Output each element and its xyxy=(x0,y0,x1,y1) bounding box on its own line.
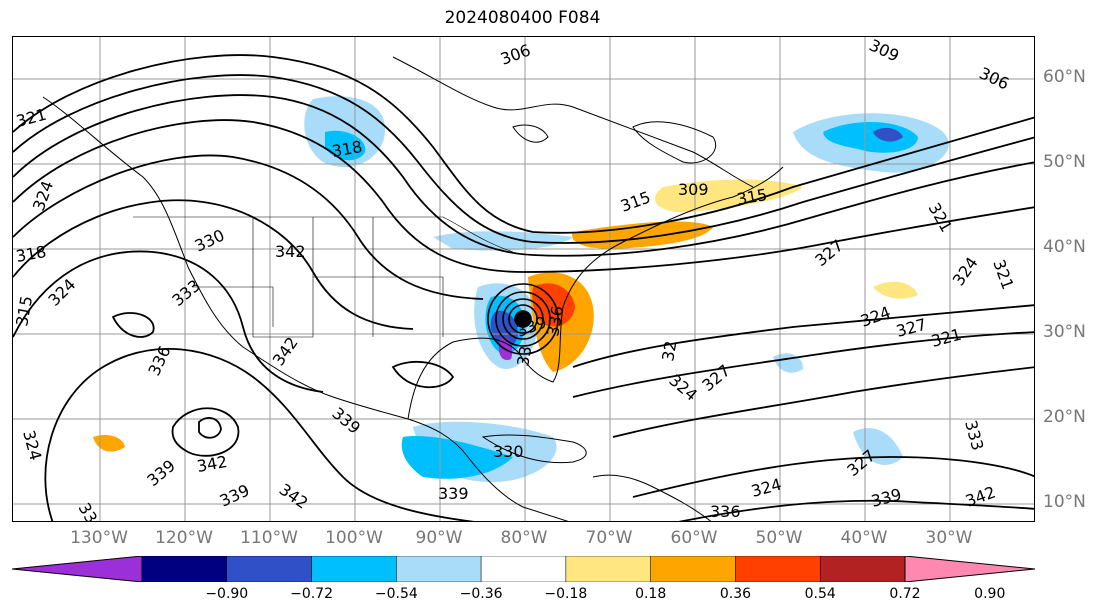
contour-label: 321 xyxy=(925,200,957,236)
contour-label: 309 xyxy=(678,180,709,199)
colorbar xyxy=(12,556,1035,582)
colorbar-tick-label: 0.72 xyxy=(889,586,921,602)
colorbar-cell xyxy=(819,556,906,582)
contour-label: 306 xyxy=(976,63,1012,93)
colorbar-cell xyxy=(480,556,567,582)
lat-label: 20°N xyxy=(1043,407,1086,427)
contour-label: 342 xyxy=(276,480,312,513)
contour-label: 306 xyxy=(498,40,533,68)
colorbar-cell xyxy=(141,556,228,582)
colorbar-cell xyxy=(396,556,482,582)
colorbar-tick-label: −0.54 xyxy=(374,586,418,602)
lon-label: 70°W xyxy=(585,528,633,548)
contour-label: 315 xyxy=(618,187,653,215)
lon-label: 60°W xyxy=(670,528,718,548)
contour-label: 324 xyxy=(19,428,45,462)
contour-label: 327 xyxy=(894,315,928,341)
colorbar-extend-min xyxy=(12,556,143,582)
colorbar-tick-label: 0.18 xyxy=(635,586,667,602)
contour-label: 324 xyxy=(44,275,79,310)
contour-label: 33 xyxy=(513,344,535,367)
contour-label: 321 xyxy=(929,325,963,351)
contour-label: 321 xyxy=(14,105,48,131)
contour-label: 315 xyxy=(735,185,768,209)
colorbar-tick-label: −0.72 xyxy=(290,586,333,602)
contour-label: 32 xyxy=(658,339,680,362)
storm-center-marker xyxy=(515,311,531,327)
contour-label: 339 xyxy=(438,484,469,503)
contour-label: 315 xyxy=(13,294,36,327)
lon-label: 90°W xyxy=(415,528,463,548)
lon-label: 80°W xyxy=(500,528,548,548)
contour-lines xyxy=(13,54,1034,521)
contour-label: 339 xyxy=(75,500,107,523)
contour-label: 321 xyxy=(989,257,1017,292)
contour-label: 330 xyxy=(192,225,228,255)
coastlines xyxy=(42,56,784,521)
contour-label: 324 xyxy=(858,302,893,330)
lon-label: 130°W xyxy=(70,528,128,548)
lon-label: 120°W xyxy=(155,528,213,548)
borders xyxy=(133,216,514,338)
colorbar-tick-label: 0.90 xyxy=(974,586,1006,602)
contour-label: 324 xyxy=(949,253,982,289)
lat-label: 40°N xyxy=(1043,237,1086,257)
contour-label: 330 xyxy=(493,442,524,461)
lat-label: 50°N xyxy=(1043,152,1086,172)
contour-label: 336 xyxy=(710,502,741,521)
colorbar-cell xyxy=(565,556,651,582)
lat-label: 30°N xyxy=(1043,322,1086,342)
colorbar-tick-label: −0.36 xyxy=(459,586,503,602)
colorbar-cell xyxy=(226,556,312,582)
contour-label: 339 xyxy=(143,456,179,490)
contour-label: 324 xyxy=(665,371,701,405)
contour-label: 342 xyxy=(195,452,228,476)
lon-label: 50°W xyxy=(755,528,803,548)
contour-label: 327 xyxy=(698,361,734,395)
contour-label: 333 xyxy=(168,276,204,310)
contour-label: 342 xyxy=(275,242,306,261)
contour-label: 324 xyxy=(749,475,783,501)
contour-label: 318 xyxy=(14,242,47,266)
lon-label: 30°W xyxy=(925,528,973,548)
colorbar-tick-label: 0.36 xyxy=(719,586,752,602)
figure-title: 2024080400 F084 xyxy=(444,8,601,28)
colorbar-extend-max xyxy=(904,556,1035,582)
colorbar-tick-label: −0.90 xyxy=(205,586,249,602)
lon-label: 110°W xyxy=(240,528,298,548)
contour-label: 333 xyxy=(961,418,987,452)
map-svg: 306 309 306 321 318 324 330 342 318 315 … xyxy=(13,37,1034,523)
colorbar-cell xyxy=(650,556,736,582)
lon-label: 100°W xyxy=(325,528,383,548)
contour-label: 309 xyxy=(866,37,902,66)
lat-label: 10°N xyxy=(1043,492,1086,512)
contour-label: 339 xyxy=(869,485,903,511)
contour-label: 339 xyxy=(217,480,253,510)
contour-label: 342 xyxy=(269,333,302,369)
latlon-grid xyxy=(13,37,1034,521)
colorbar-tick-label: 0.54 xyxy=(804,586,836,602)
colorbar-tick-label: −0.18 xyxy=(544,586,588,602)
colorbar-cell xyxy=(311,556,397,582)
lat-label: 60°N xyxy=(1043,67,1086,87)
contour-label: 339 xyxy=(328,404,364,438)
colorbar-cell xyxy=(735,556,821,582)
shaded-field xyxy=(93,96,949,482)
map-panel: 306 309 306 321 318 324 330 342 318 315 … xyxy=(12,36,1035,522)
lon-label: 40°W xyxy=(840,528,888,548)
